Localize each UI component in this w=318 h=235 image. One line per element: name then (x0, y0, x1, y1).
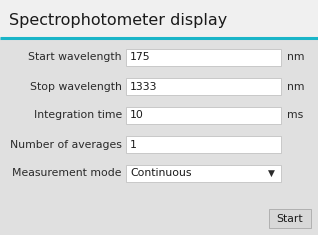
Text: 10: 10 (130, 110, 144, 121)
Text: ▼: ▼ (267, 169, 274, 178)
Text: Integration time: Integration time (34, 110, 122, 121)
Text: nm: nm (287, 52, 305, 63)
FancyBboxPatch shape (126, 78, 281, 95)
FancyBboxPatch shape (126, 107, 281, 124)
Text: Continuous: Continuous (130, 168, 191, 179)
FancyBboxPatch shape (126, 49, 281, 66)
Text: 1333: 1333 (130, 82, 157, 91)
Text: Measurement mode: Measurement mode (12, 168, 122, 179)
Text: Stop wavelength: Stop wavelength (30, 82, 122, 91)
Text: 1: 1 (130, 140, 137, 149)
Text: Spectrophotometer display: Spectrophotometer display (9, 13, 227, 28)
FancyBboxPatch shape (126, 165, 281, 182)
Text: nm: nm (287, 82, 305, 91)
FancyBboxPatch shape (0, 0, 318, 38)
Text: Number of averages: Number of averages (10, 140, 122, 149)
Text: Start: Start (277, 214, 303, 223)
Text: 175: 175 (130, 52, 151, 63)
FancyBboxPatch shape (126, 136, 281, 153)
FancyBboxPatch shape (0, 38, 318, 235)
Text: Start wavelength: Start wavelength (29, 52, 122, 63)
FancyBboxPatch shape (269, 209, 311, 228)
Text: ms: ms (287, 110, 303, 121)
